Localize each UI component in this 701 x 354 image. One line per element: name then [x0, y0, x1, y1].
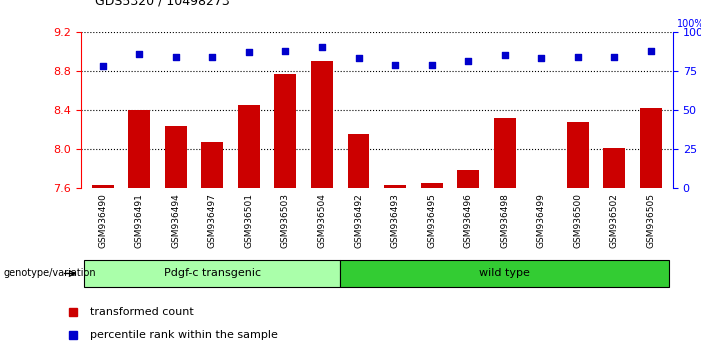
Bar: [640, 108, 662, 188]
Bar: [128, 110, 150, 188]
Text: percentile rank within the sample: percentile rank within the sample: [90, 330, 278, 341]
Bar: [165, 126, 186, 188]
Text: GSM936504: GSM936504: [318, 193, 327, 248]
Point: [243, 49, 254, 55]
Bar: [348, 134, 369, 188]
Bar: [604, 148, 625, 188]
Text: GSM936496: GSM936496: [463, 193, 472, 248]
Bar: [567, 122, 589, 188]
Text: GSM936494: GSM936494: [171, 193, 180, 248]
Text: genotype/variation: genotype/variation: [4, 268, 96, 279]
Text: GSM936505: GSM936505: [646, 193, 655, 248]
Text: GSM936495: GSM936495: [427, 193, 436, 248]
Bar: [274, 74, 297, 188]
Bar: [201, 142, 223, 188]
Text: GSM936492: GSM936492: [354, 193, 363, 248]
Point: [353, 56, 364, 61]
Point: [499, 52, 510, 58]
Text: transformed count: transformed count: [90, 307, 194, 316]
Point: [609, 54, 620, 59]
Point: [426, 62, 437, 67]
Text: GDS5320 / 10498273: GDS5320 / 10498273: [95, 0, 229, 7]
Text: GSM936493: GSM936493: [390, 193, 400, 248]
Point: [316, 45, 327, 50]
Text: GSM936497: GSM936497: [207, 193, 217, 248]
Point: [646, 48, 657, 53]
Text: GSM936491: GSM936491: [135, 193, 144, 248]
Text: GSM936502: GSM936502: [610, 193, 619, 248]
Text: GSM936500: GSM936500: [573, 193, 583, 248]
Point: [207, 54, 218, 59]
Point: [390, 62, 401, 67]
Text: GSM936490: GSM936490: [98, 193, 107, 248]
FancyBboxPatch shape: [84, 260, 340, 287]
Text: GSM936503: GSM936503: [281, 193, 290, 248]
Bar: [457, 170, 479, 188]
Text: GSM936498: GSM936498: [501, 193, 509, 248]
Bar: [238, 105, 260, 188]
Point: [463, 59, 474, 64]
Text: GSM936501: GSM936501: [245, 193, 253, 248]
Bar: [384, 185, 406, 188]
Point: [97, 63, 108, 69]
Point: [280, 48, 291, 53]
Bar: [494, 118, 516, 188]
Bar: [311, 61, 333, 188]
Bar: [92, 185, 114, 188]
Point: [170, 54, 182, 59]
Text: Pdgf-c transgenic: Pdgf-c transgenic: [164, 268, 261, 278]
Bar: [421, 183, 442, 188]
Point: [133, 51, 144, 57]
Text: wild type: wild type: [479, 268, 530, 278]
Text: GSM936499: GSM936499: [537, 193, 546, 248]
Text: 100%: 100%: [677, 19, 701, 29]
FancyBboxPatch shape: [340, 260, 669, 287]
Point: [536, 56, 547, 61]
Point: [572, 54, 583, 59]
